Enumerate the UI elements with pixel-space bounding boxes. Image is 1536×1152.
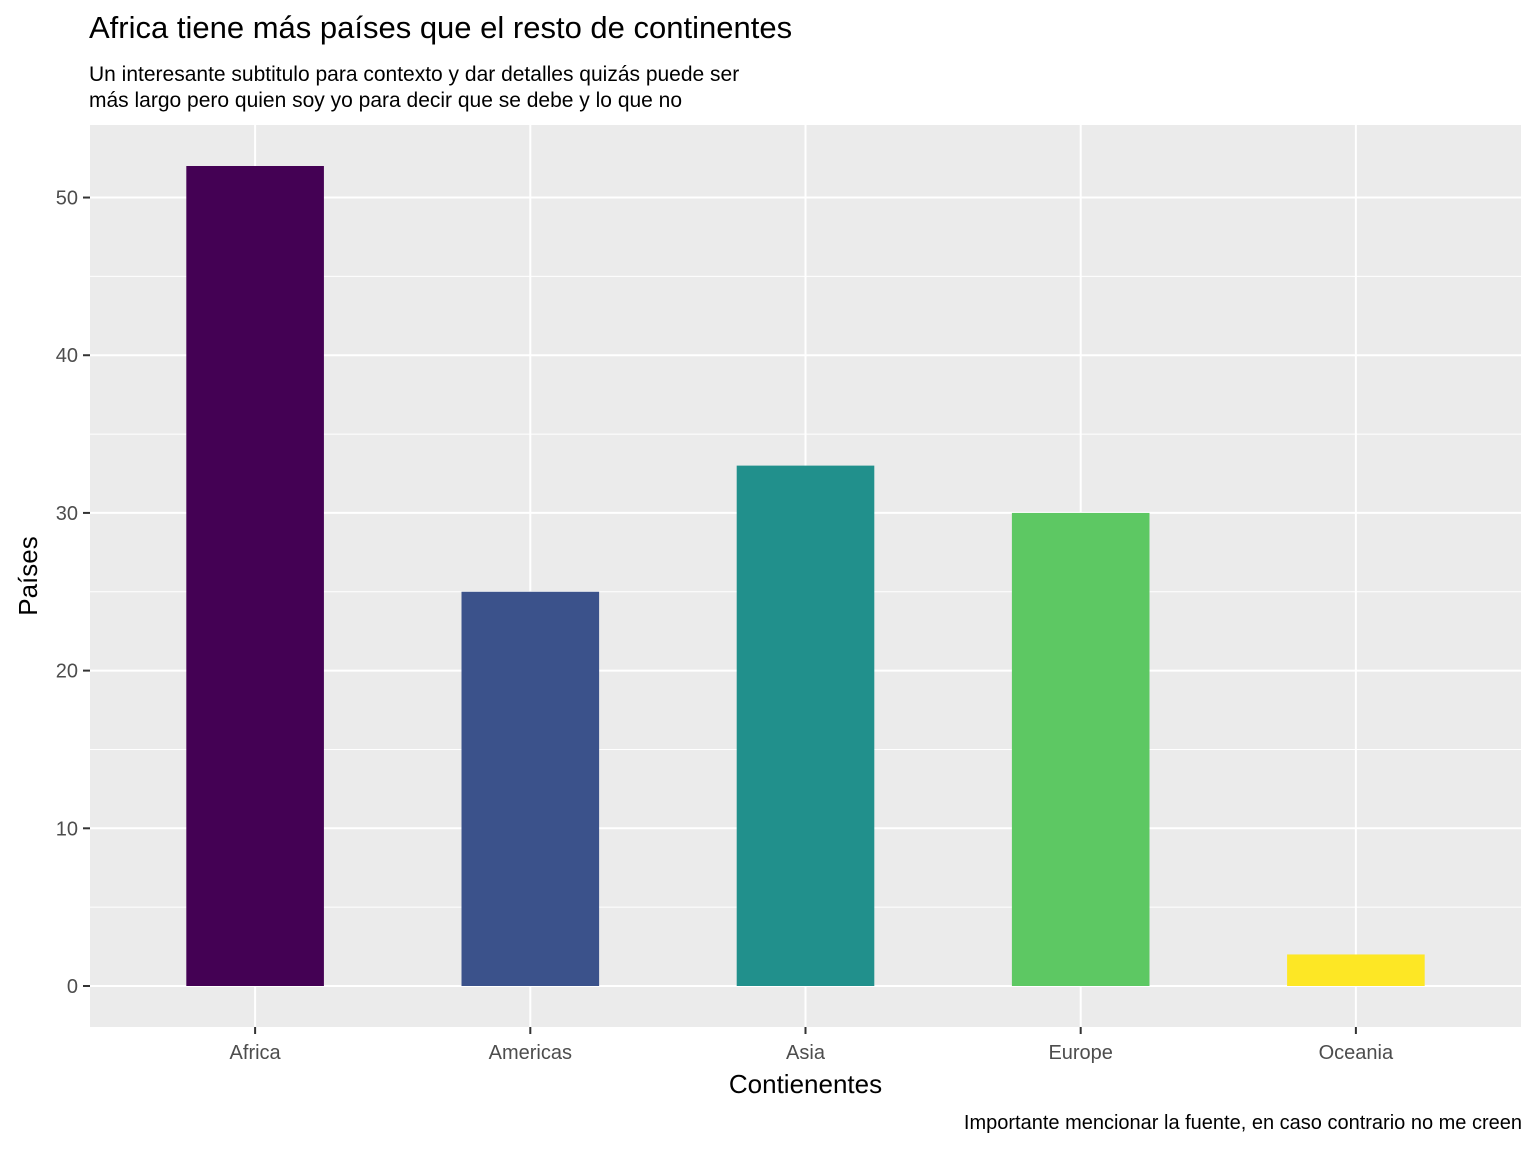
chart-subtitle: Un interesante subtitulo para contexto y…: [89, 62, 739, 114]
y-axis: 0 10 20 30 40 50: [56, 188, 90, 998]
bar-europe: [1011, 512, 1150, 986]
y-tick-label: 30: [56, 503, 78, 525]
bar-oceania: [1287, 954, 1425, 986]
bar-asia: [736, 465, 875, 987]
x-axis-title: Contienentes: [729, 1069, 882, 1099]
y-tick-label: 0: [67, 976, 78, 998]
x-tick-label: Africa: [230, 1042, 282, 1064]
y-tick-label: 10: [56, 818, 78, 840]
bar-africa: [186, 166, 324, 986]
x-tick-label: Oceania: [1319, 1042, 1394, 1064]
chart-title: Africa tiene más países que el resto de …: [89, 10, 793, 45]
bars: [186, 166, 1425, 987]
chart-caption: Importante mencionar la fuente, en caso …: [963, 1112, 1522, 1134]
x-tick-label: Americas: [489, 1042, 572, 1064]
subtitle-line-1: Un interesante subtitulo para contexto y…: [89, 63, 740, 86]
y-tick-label: 20: [56, 661, 78, 683]
y-axis-title: Países: [13, 536, 43, 616]
y-tick-label: 40: [56, 345, 78, 367]
x-tick-label: Europe: [1048, 1042, 1113, 1064]
subtitle-line-2: más largo pero quien soy yo para decir q…: [89, 89, 683, 112]
x-tick-label: Asia: [786, 1042, 826, 1064]
x-axis: Africa Americas Asia Europe Oceania: [230, 1027, 1394, 1064]
y-tick-label: 50: [56, 188, 78, 210]
bar-americas: [461, 591, 600, 986]
